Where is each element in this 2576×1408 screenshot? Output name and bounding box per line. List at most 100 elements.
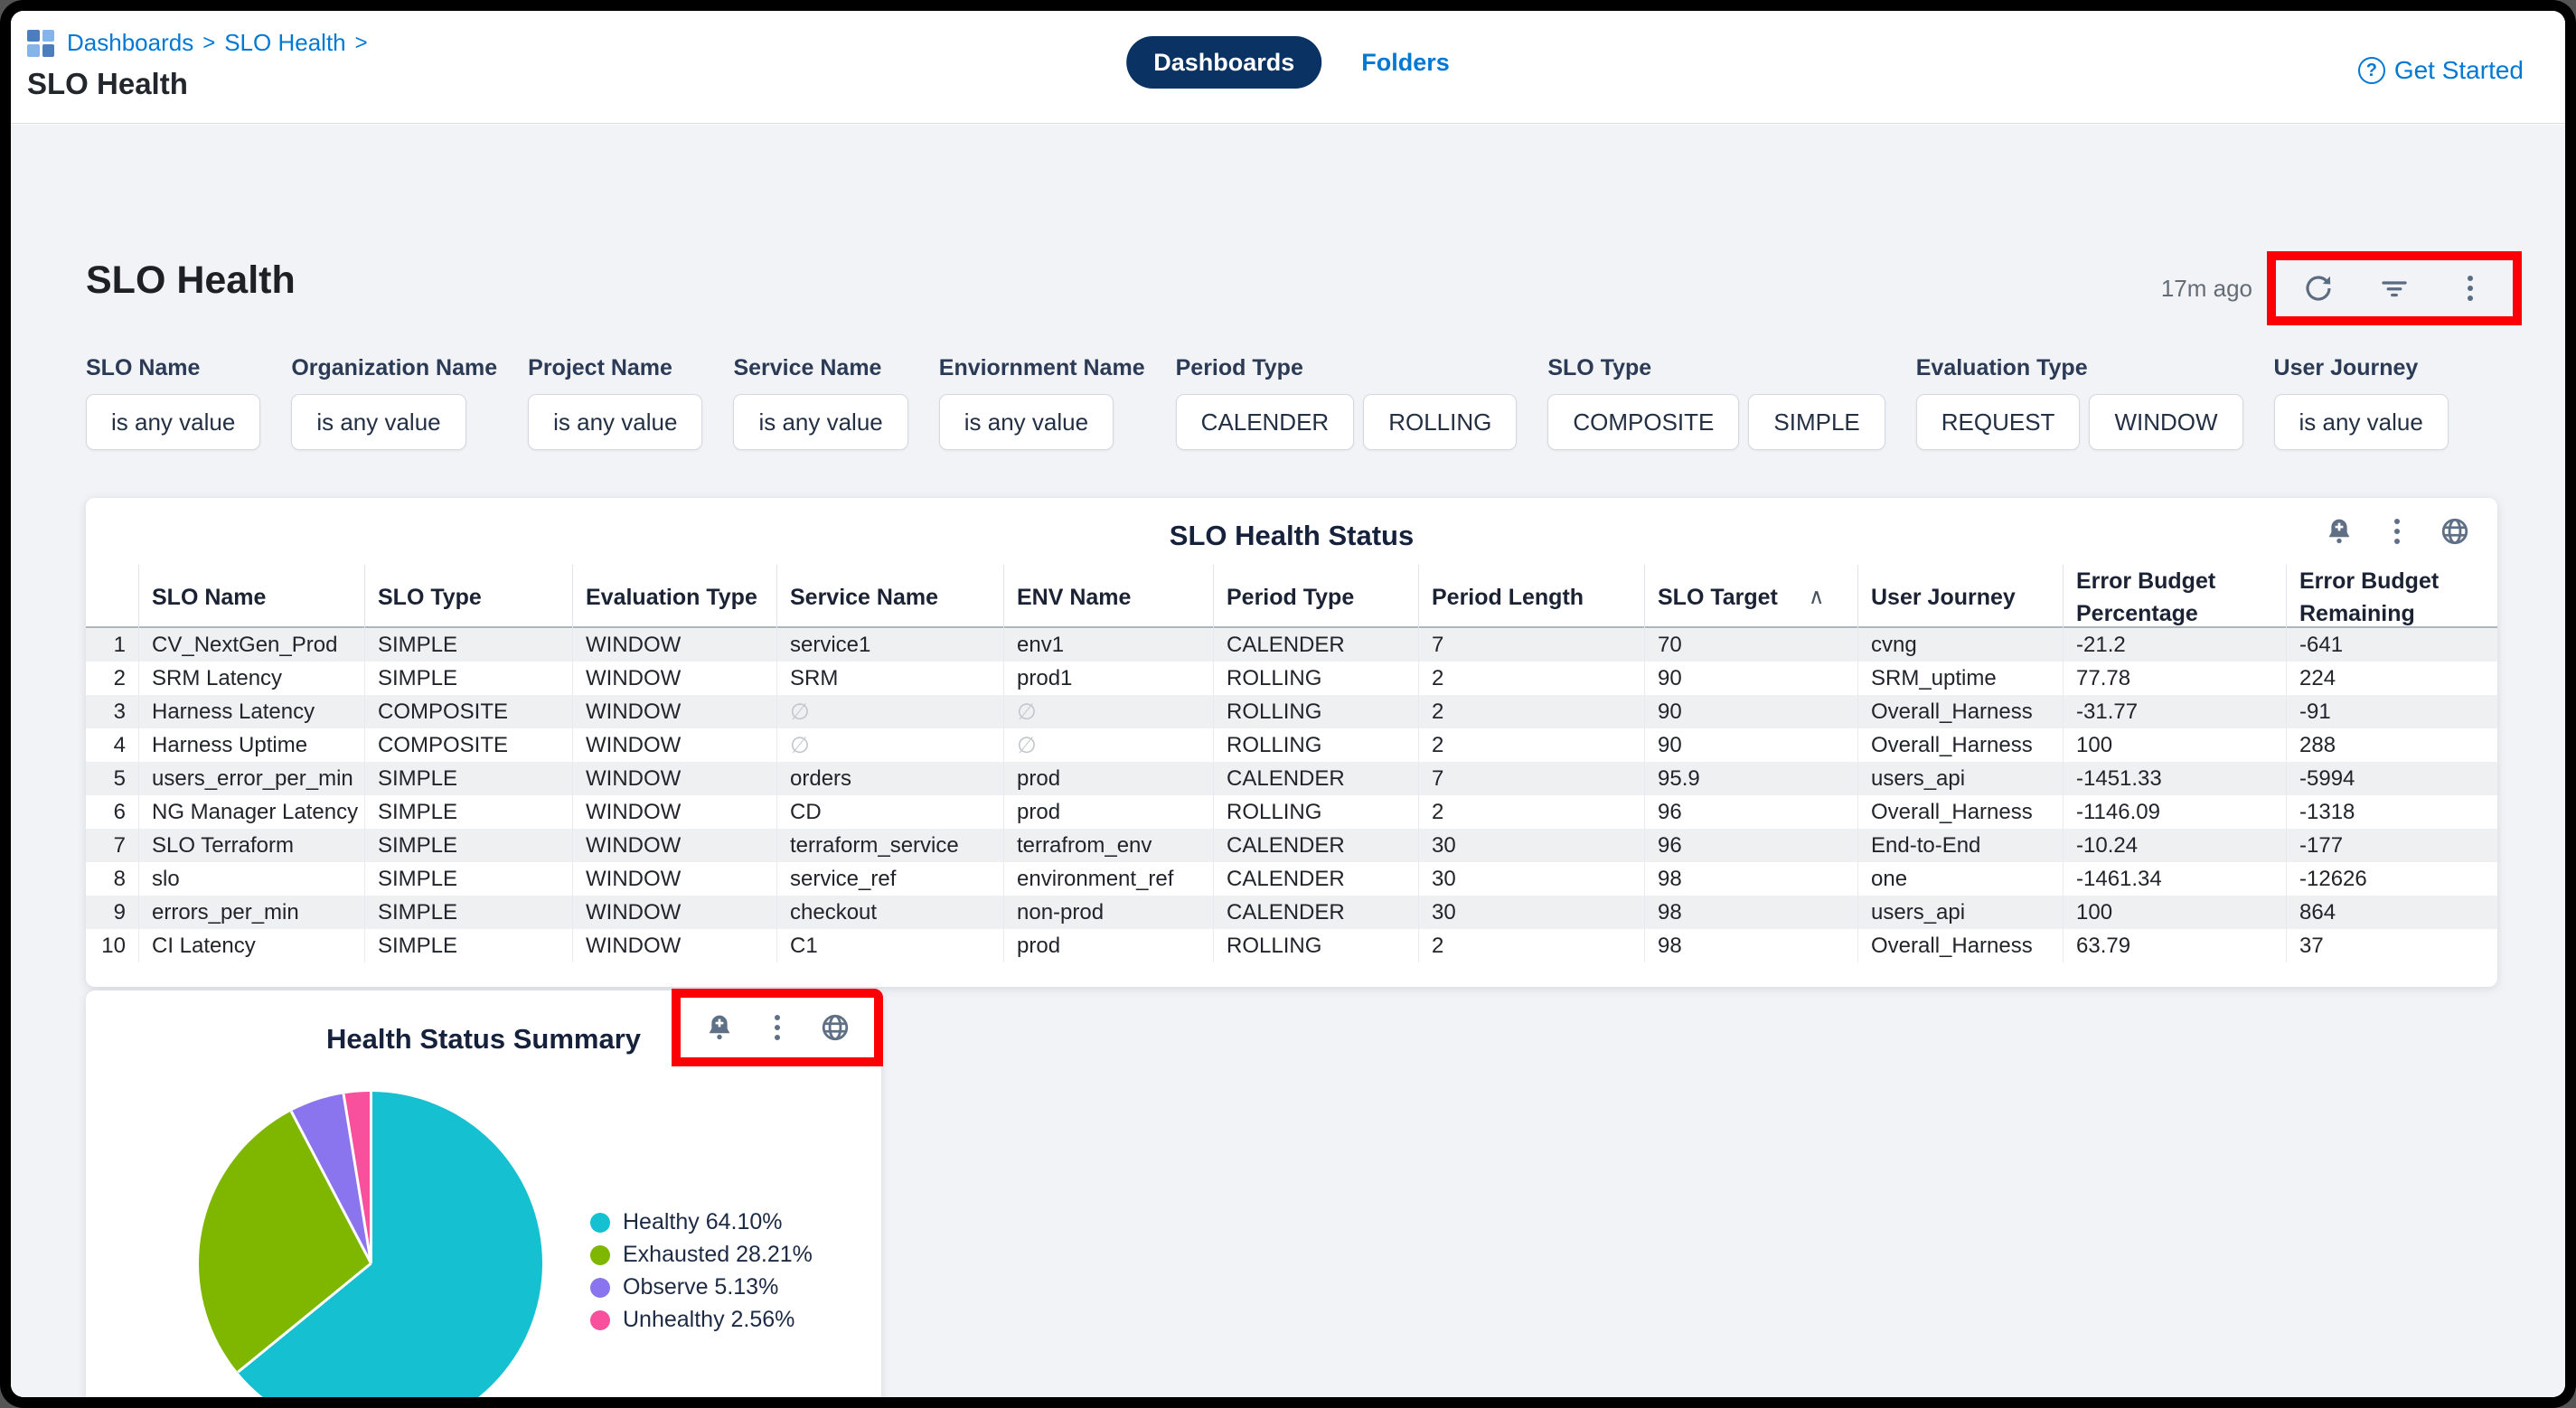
table-cell: 5 [113, 765, 126, 791]
column-header-service-name[interactable]: Service Name [776, 565, 1003, 631]
kebab-menu-icon[interactable] [2380, 514, 2414, 549]
table-cell: 98 [1644, 896, 1857, 929]
table-cell: one [1857, 862, 2063, 896]
table-cell: prod1 [1003, 662, 1213, 695]
column-header-user-journey[interactable]: User Journey [1857, 565, 2063, 631]
table-cell: 2 [1418, 695, 1644, 728]
column-header-label: Error Budget Remaining [2299, 568, 2440, 627]
filter-chip-request[interactable]: REQUEST [1915, 394, 2081, 450]
table-cell: 96 [1644, 829, 1857, 862]
legend-item-exhausted: Exhausted 28.21% [590, 1242, 813, 1268]
table-cell: COMPOSITE [364, 695, 572, 728]
bell-plus-icon[interactable] [2322, 514, 2356, 549]
table-cell: 7 [113, 832, 126, 858]
table-row[interactable]: 4 Harness Uptime COMPOSITE WINDOW ∅ ∅ ROLLING 2… [86, 728, 2497, 762]
filter-icon[interactable] [2377, 271, 2411, 305]
filter-chip-window[interactable]: WINDOW [2089, 394, 2243, 450]
tab-folders[interactable]: Folders [1361, 48, 1450, 76]
get-started-link[interactable]: ? Get Started [2357, 56, 2524, 85]
filter-controls: REQUEST WINDOW [1915, 394, 2243, 450]
column-header-label: Period Type [1227, 585, 1355, 611]
view-tabs: Dashboards Folders [1126, 36, 1450, 89]
filter-controls: CALENDER ROLLING [1175, 394, 1518, 450]
column-header-slo-type[interactable]: SLO Type [364, 565, 572, 631]
filter-label: User Journey [2273, 355, 2419, 380]
column-header-period-type[interactable]: Period Type [1213, 565, 1418, 631]
filter-chip-is-any-value[interactable]: is any value [86, 394, 261, 450]
table-card-icons [2322, 514, 2472, 549]
pie-card-title: Health Status Summary [326, 1023, 641, 1055]
table-cell: SIMPLE [364, 896, 572, 929]
column-header-error-budget-percentage[interactable]: Error Budget Percentage [2063, 565, 2286, 631]
table-cell: CALENDER [1213, 896, 1418, 929]
filter-chip-calender[interactable]: CALENDER [1175, 394, 1355, 450]
filter-chip-is-any-value[interactable]: is any value [528, 394, 703, 450]
column-header-period-length[interactable]: Period Length [1418, 565, 1644, 631]
legend-color-dot [590, 1244, 610, 1265]
table-cell: 7 [1418, 628, 1644, 662]
column-header-evaluation-type[interactable]: Evaluation Type [572, 565, 776, 631]
table-cell: CV_NextGen_Prod [138, 628, 364, 662]
filter-evaluation-type: Evaluation Type REQUEST WINDOW [1915, 355, 2243, 450]
table-cell: -177 [2286, 829, 2488, 862]
breadcrumb: Dashboards > SLO Health > [27, 29, 368, 57]
table-cell: terrafrom_env [1003, 829, 1213, 862]
table-cell: ROLLING [1213, 662, 1418, 695]
column-header-error-budget-remaining[interactable]: Error Budget Remaining [2286, 565, 2488, 631]
column-header-slo-target[interactable]: SLO Target ∧ [1644, 565, 1857, 631]
get-started-label: Get Started [2393, 56, 2524, 84]
table-cell: SIMPLE [364, 795, 572, 829]
table-cell: 4 [113, 732, 126, 757]
table-cell: Overall_Harness [1857, 929, 2063, 962]
kebab-menu-icon[interactable] [760, 1010, 794, 1045]
tab-dashboards[interactable]: Dashboards [1126, 36, 1322, 89]
table-row[interactable]: 9 errors_per_min SIMPLE WINDOW checkout non-p… [86, 896, 2497, 929]
annotation-box-toolbar [2267, 251, 2522, 325]
page-title: SLO Health [27, 67, 188, 100]
table-row[interactable]: 8 slo SIMPLE WINDOW service_ref environment_r… [86, 862, 2497, 896]
filter-chip-simple[interactable]: SIMPLE [1748, 394, 1885, 450]
table-cell: ROLLING [1213, 929, 1418, 962]
null-value-icon: ∅ [776, 728, 1003, 762]
table-cell: CALENDER [1213, 829, 1418, 862]
column-header-slo-name[interactable]: SLO Name [138, 565, 364, 631]
table-cell: SIMPLE [364, 662, 572, 695]
table-row[interactable]: 2 SRM Latency SIMPLE WINDOW SRM prod1 ROLLING 2… [86, 662, 2497, 695]
legend-color-dot [590, 1309, 610, 1330]
filter-chip-rolling[interactable]: ROLLING [1363, 394, 1518, 450]
table-cell: SLO Terraform [138, 829, 364, 862]
table-cell: -31.77 [2063, 695, 2286, 728]
filter-label: Project Name [528, 355, 672, 380]
column-header-row-number[interactable] [86, 565, 138, 631]
filter-chip-is-any-value[interactable]: is any value [938, 394, 1114, 450]
table-cell: -12626 [2286, 862, 2488, 896]
globe-icon[interactable] [818, 1010, 852, 1045]
column-header-env-name[interactable]: ENV Name [1003, 565, 1213, 631]
table-row[interactable]: 3 Harness Latency COMPOSITE WINDOW ∅ ∅ ROLLING… [86, 695, 2497, 728]
kebab-menu-icon[interactable] [2453, 271, 2487, 305]
table-row[interactable]: 7 SLO Terraform SIMPLE WINDOW terraform_serv… [86, 829, 2497, 862]
refresh-icon[interactable] [2301, 271, 2336, 305]
bell-plus-icon[interactable] [702, 1010, 737, 1045]
filter-chip-is-any-value[interactable]: is any value [2273, 394, 2449, 450]
filter-chip-is-any-value[interactable]: is any value [291, 394, 466, 450]
filter-slo-name: SLO Name is any value [86, 355, 261, 450]
table-row[interactable]: 10 CI Latency SIMPLE WINDOW C1 prod ROLLING 2 98… [86, 929, 2497, 962]
filter-chip-is-any-value[interactable]: is any value [733, 394, 908, 450]
table-cell: 98 [1644, 862, 1857, 896]
table-cell: terraform_service [776, 829, 1003, 862]
table-cell: Overall_Harness [1857, 695, 2063, 728]
filter-chip-composite[interactable]: COMPOSITE [1547, 394, 1740, 450]
table-cell: 100 [2063, 896, 2286, 929]
filter-service-name: Service Name is any value [733, 355, 908, 450]
table-cell: 90 [1644, 695, 1857, 728]
sort-asc-icon: ∧ [1808, 584, 1825, 609]
table-row[interactable]: 6 NG Manager Latency SIMPLE WINDOW CD prod ROL… [86, 795, 2497, 829]
table-cell: 70 [1644, 628, 1857, 662]
table-row[interactable]: 1 CV_NextGen_Prod SIMPLE WINDOW service1 env1… [86, 628, 2497, 662]
filter-label: SLO Type [1547, 355, 1652, 380]
breadcrumb-slo-health[interactable]: SLO Health [224, 29, 346, 56]
table-row[interactable]: 5 users_error_per_min SIMPLE WINDOW orders pr… [86, 762, 2497, 795]
breadcrumb-dashboards[interactable]: Dashboards [67, 29, 194, 56]
globe-icon[interactable] [2438, 514, 2472, 549]
